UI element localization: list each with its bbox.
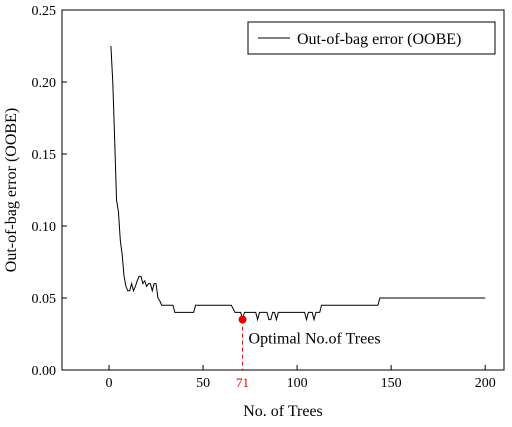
y-tick-label: 0.25 [32,4,57,19]
y-tick-label: 0.00 [32,364,57,379]
optimal-x-tick-label: 71 [236,375,249,390]
y-tick-label: 0.05 [32,292,57,307]
x-axis: 0 50 100 150 200 [106,365,496,391]
x-tick-label: 0 [106,376,113,391]
optimal-annotation-text: Optimal No.of Trees [249,331,381,348]
x-tick-label: 200 [475,376,496,391]
legend-box [247,21,496,55]
x-axis-label: No. of Trees [243,403,323,420]
oobe-series-line [110,45,486,322]
y-tick-label: 0.10 [32,220,57,235]
y-axis: 0.00 0.05 0.10 0.15 0.20 0.25 [32,4,67,379]
y-tick-label: 0.15 [32,148,57,163]
legend: Out-of-bag error (OOBE) [247,21,496,55]
x-tick-label: 50 [196,376,210,391]
x-tick-label: 150 [381,376,402,391]
plot-area-frame [61,9,505,371]
y-axis-label: Out-of-bag error (OOBE) [3,108,20,272]
optimal-point-marker [238,315,247,324]
x-tick-label: 100 [287,376,308,391]
y-tick-label: 0.20 [32,76,57,91]
legend-entry-oobe: Out-of-bag error (OOBE) [297,31,461,48]
